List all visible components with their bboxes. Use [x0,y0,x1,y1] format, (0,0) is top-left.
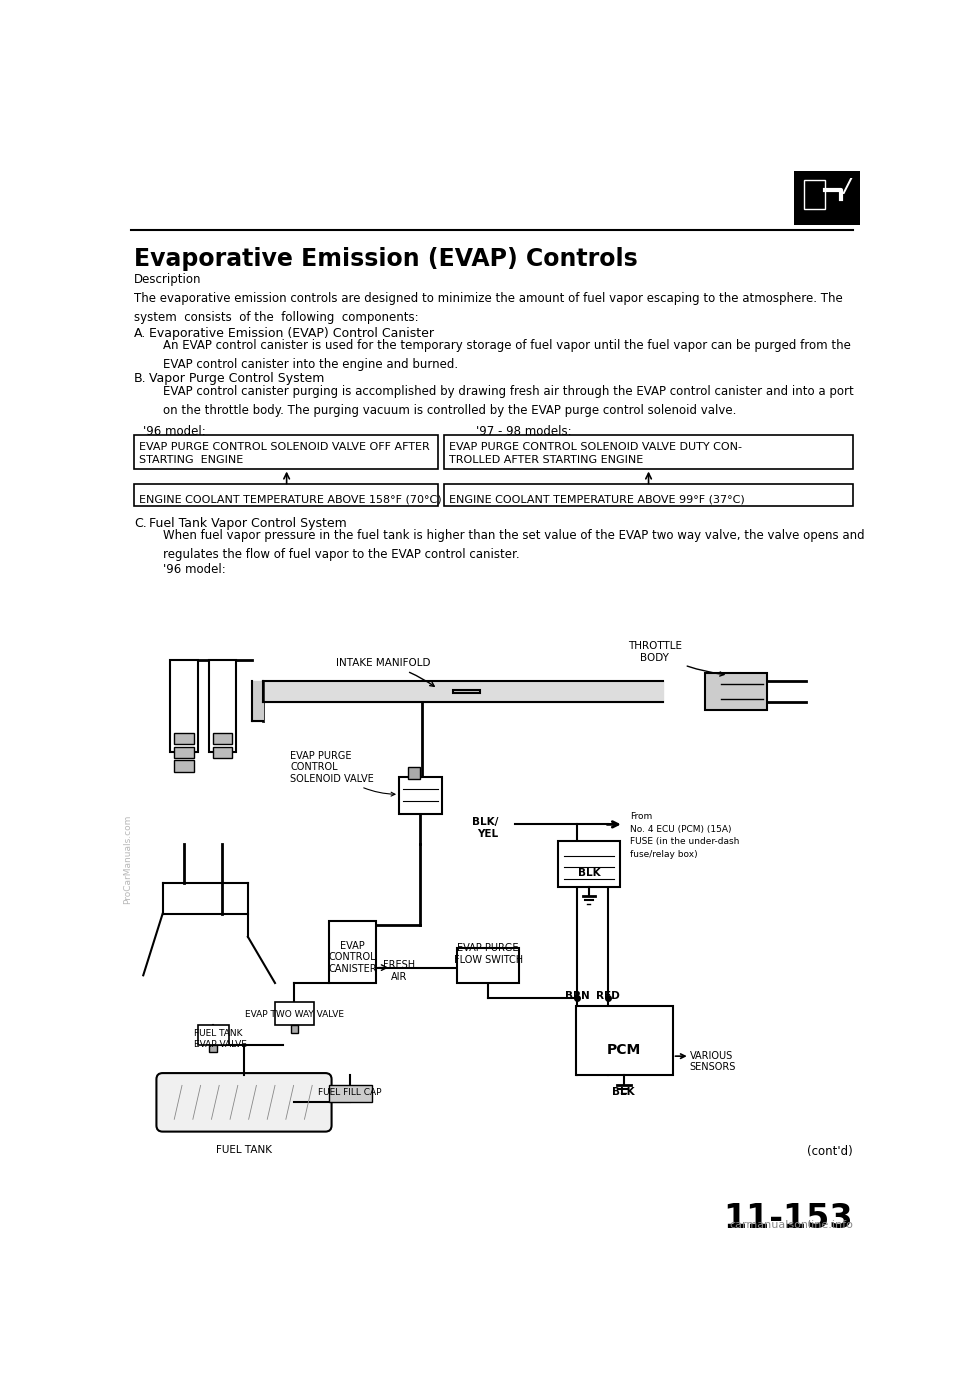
FancyBboxPatch shape [156,1073,331,1131]
Bar [453,691,480,692]
Text: INTAKE MANIFOLD: INTAKE MANIFOLD [336,659,434,687]
Text: BRN: BRN [564,991,589,1001]
Text: ENGINE COOLANT TEMPERATURE ABOVE 99°F (37°C): ENGINE COOLANT TEMPERATURE ABOVE 99°F (3… [448,493,744,505]
Text: RED: RED [596,991,620,1001]
Bar [329,1086,372,1102]
Text: EVAP control canister purging is accomplished by drawing fresh air through the E: EVAP control canister purging is accompl… [162,385,853,417]
Text: From
No. 4 ECU (PCM) (15A)
FUSE (in the under-dash
fuse/relay box): From No. 4 ECU (PCM) (15A) FUSE (in the … [630,812,739,859]
Bar [170,660,198,752]
Text: 11-153: 11-153 [724,1202,853,1236]
Text: VARIOUS
SENSORS: VARIOUS SENSORS [689,1051,736,1072]
Text: EVAP PURGE
CONTROL
SOLENOID VALVE: EVAP PURGE CONTROL SOLENOID VALVE [291,751,395,796]
Text: Description: Description [134,272,202,286]
Text: Evaporative Emission (EVAP) Controls: Evaporative Emission (EVAP) Controls [134,247,637,271]
Bar [209,660,236,752]
Text: Vapor Purge Control System: Vapor Purge Control System [149,373,324,385]
Text: BLK: BLK [578,867,600,877]
Text: Evaporative Emission (EVAP) Control Canister: Evaporative Emission (EVAP) Control Cani… [149,327,434,341]
Bar [457,948,519,983]
Text: EVAP TWO WAY VALVE: EVAP TWO WAY VALVE [245,1011,344,1019]
Text: ENGINE COOLANT TEMPERATURE ABOVE 158°F (70°C): ENGINE COOLANT TEMPERATURE ABOVE 158°F (… [138,493,442,505]
Bar [706,674,767,710]
Text: '96 model:: '96 model: [143,425,206,438]
Bar [804,179,826,208]
Text: C.: C. [134,517,147,530]
Bar [399,777,442,813]
Text: A.: A. [134,327,146,341]
Text: FUEL TANK: FUEL TANK [216,1145,272,1155]
Text: BLK: BLK [612,1087,636,1097]
Text: PCM: PCM [607,1042,641,1056]
Text: '97 - 98 models:: '97 - 98 models: [476,425,572,438]
Bar [291,1026,299,1033]
Text: EVAP PURGE CONTROL SOLENOID VALVE OFF AFTER: EVAP PURGE CONTROL SOLENOID VALVE OFF AF… [138,442,429,452]
Bar [576,1006,673,1076]
Bar [213,746,232,758]
Text: The evaporative emission controls are designed to minimize the amount of fuel va: The evaporative emission controls are de… [134,292,843,324]
Bar [209,1045,217,1052]
Text: FRESH
AIR: FRESH AIR [383,960,415,981]
Text: '96 model:: '96 model: [162,563,226,577]
Bar [408,767,420,778]
Text: EVAP PURGE CONTROL SOLENOID VALVE DUTY CON-: EVAP PURGE CONTROL SOLENOID VALVE DUTY C… [448,442,741,452]
Text: BLK/
YEL: BLK/ YEL [471,817,498,840]
Text: carmanualsonline.info: carmanualsonline.info [730,1220,853,1230]
Text: When fuel vapor pressure in the fuel tank is higher than the set value of the EV: When fuel vapor pressure in the fuel tan… [162,530,864,562]
Text: STARTING  ENGINE: STARTING ENGINE [138,455,243,464]
Bar [175,760,194,771]
Text: TROLLED AFTER STARTING ENGINE: TROLLED AFTER STARTING ENGINE [448,455,643,464]
Text: ProCarManuals.com: ProCarManuals.com [123,815,132,905]
Bar [134,435,438,468]
Bar [444,435,853,468]
Bar [329,922,375,983]
Text: FUEL FILL CAP: FUEL FILL CAP [319,1088,382,1098]
Text: EVAP PURGE
FLOW SWITCH: EVAP PURGE FLOW SWITCH [453,942,522,965]
Text: Fuel Tank Vapor Control System: Fuel Tank Vapor Control System [149,517,347,530]
Bar [134,484,438,506]
Bar [175,746,194,758]
Text: THROTTLE
BODY: THROTTLE BODY [628,641,724,676]
Text: FUEL TANK
EVAP VALVE: FUEL TANK EVAP VALVE [194,1029,247,1048]
Text: EVAP
CONTROL
CANISTER: EVAP CONTROL CANISTER [328,941,377,974]
Bar [794,171,860,225]
Bar [275,1002,314,1026]
Text: (cont'd): (cont'd) [807,1145,853,1158]
Bar [558,841,620,887]
Text: B.: B. [134,373,147,385]
Bar [444,484,853,506]
Bar [213,733,232,744]
Bar [175,733,194,744]
Text: An EVAP control canister is used for the temporary storage of fuel vapor until t: An EVAP control canister is used for the… [162,339,851,371]
Text: /: / [844,177,852,196]
Bar [198,1026,228,1045]
